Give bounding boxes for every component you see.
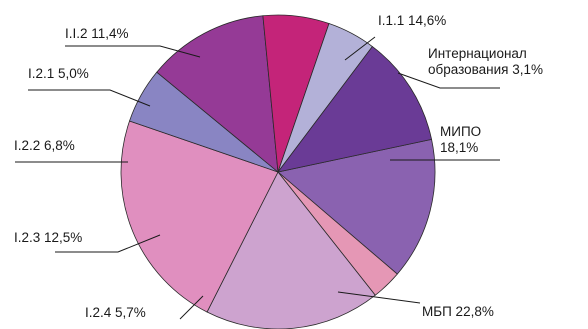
leader-line-5 [55, 234, 161, 253]
leader-line-8 [65, 45, 201, 58]
leader-line-7 [28, 89, 151, 107]
slice-label-8: I.I.2 11,4% [65, 26, 129, 41]
pie-slice-3 [120, 120, 279, 313]
slice-label-3: МБП 22,8% [422, 304, 494, 319]
slice-label-4: I.2.4 5,7% [85, 305, 146, 320]
slice-label-1: Интернационал образования 3,1% [428, 46, 543, 77]
leader-line-1 [397, 72, 500, 89]
pie-slices [120, 14, 436, 329]
slice-label-6: I.2.2 6,8% [14, 138, 75, 153]
pie-slice-0 [277, 138, 436, 275]
leader-lines [15, 36, 500, 320]
slice-label-7: I.2.1 5,0% [28, 66, 89, 81]
slice-label-2: МИПО 18,1% [440, 124, 481, 155]
leader-line-3 [337, 291, 421, 304]
leader-line-0 [344, 36, 376, 61]
leader-line-4 [179, 295, 204, 320]
pie-slice-8 [277, 45, 433, 173]
pie-slice-2 [206, 171, 376, 329]
slice-labels: I.1.1 14,6% Интернационал образования 3,1%… [14, 13, 543, 320]
slice-label-5: I.2.3 12,5% [14, 230, 82, 245]
slice-label-0: I.1.1 14,6% [378, 13, 446, 28]
pie-slice-5 [156, 15, 279, 173]
